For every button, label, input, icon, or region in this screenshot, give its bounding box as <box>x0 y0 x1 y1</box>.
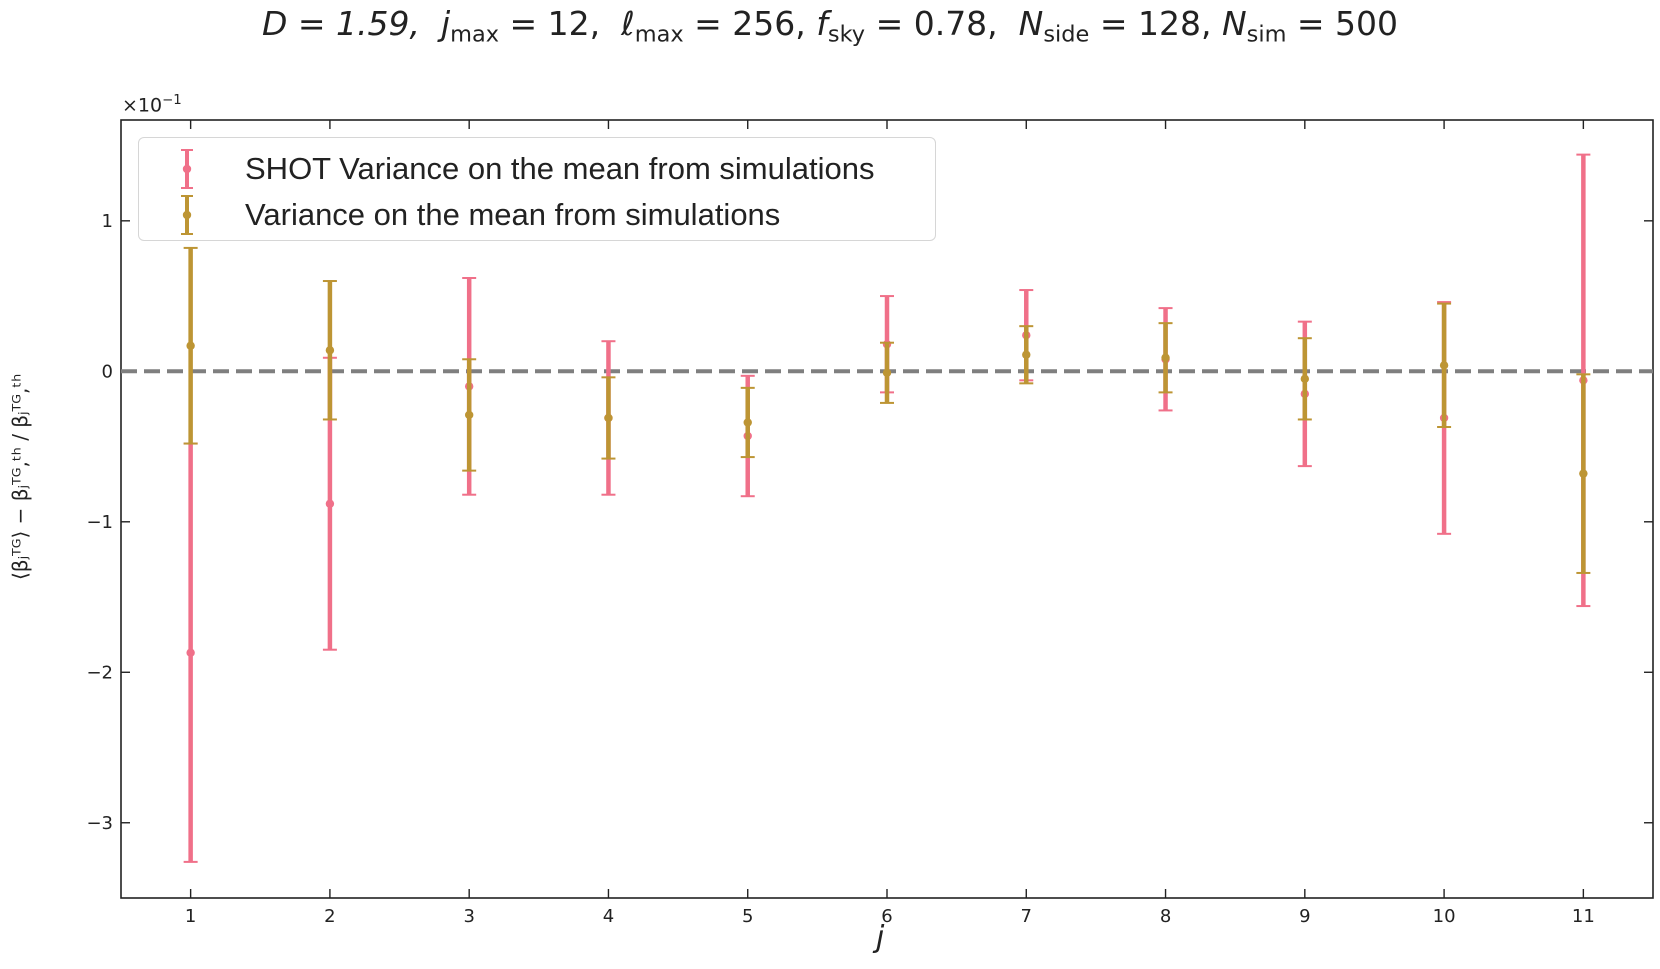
chart-title: D = 1.59, jmax = 12, ℓmax = 256, fsky = … <box>0 4 1660 48</box>
x-tick-label: 1 <box>185 906 196 927</box>
x-tick-label: 5 <box>742 906 753 927</box>
legend-label-shot: SHOT Variance on the mean from simulatio… <box>245 151 875 186</box>
x-tick-label: 9 <box>1299 906 1310 927</box>
data-point-variance <box>1439 361 1449 370</box>
legend-point <box>182 164 192 174</box>
y-tick-label: −3 <box>86 813 113 834</box>
title-nsim-sub: sim <box>1246 21 1287 48</box>
title-lmax-sym: ℓ <box>621 4 635 43</box>
y-tick-label: 0 <box>102 361 113 382</box>
x-tick-label: 7 <box>1021 906 1032 927</box>
title-fsky-val: = 0.78, <box>875 4 998 43</box>
y-scale-text: ×10 <box>122 94 163 117</box>
legend-item-shot: SHOT Variance on the mean from simulatio… <box>139 146 935 192</box>
data-point-variance <box>1579 469 1588 478</box>
x-tick-label: 11 <box>1572 906 1595 927</box>
title-jmax-sym: j <box>440 4 451 43</box>
title-nsim-sym: N <box>1221 4 1247 43</box>
title-nside-val: = 128, <box>1099 4 1212 43</box>
data-point-variance <box>1161 353 1170 362</box>
x-tick-label: 2 <box>324 906 335 927</box>
legend: SHOT Variance on the mean from simulatio… <box>138 137 936 241</box>
y-scale-factor: ×10−1 <box>122 93 182 116</box>
data-point-variance <box>325 346 335 355</box>
data-point-variance <box>186 341 195 350</box>
data-point-variance <box>464 410 474 420</box>
x-tick-label: 6 <box>881 906 892 927</box>
legend-label-variance: Variance on the mean from simulations <box>245 197 781 232</box>
data-point-shot <box>186 648 195 657</box>
data-point-shot <box>325 499 335 508</box>
x-tick-label: 10 <box>1433 906 1456 927</box>
title-nsim-val: = 500 <box>1296 4 1399 43</box>
data-point-variance <box>743 418 752 427</box>
data-point-variance <box>1300 374 1310 384</box>
title-jmax-sub: max <box>450 21 499 48</box>
legend-marker-variance <box>181 195 193 235</box>
title-jmax-val: = 12, <box>509 4 601 43</box>
data-point-variance <box>1022 350 1031 359</box>
y-scale-exp: −1 <box>162 93 182 108</box>
data-point-variance <box>604 413 613 423</box>
title-nside-sym: N <box>1018 4 1044 43</box>
title-fsky-sym: f <box>816 4 828 43</box>
data-point-variance <box>882 368 892 378</box>
title-lmax-sub: max <box>634 21 684 48</box>
legend-marker-shot <box>181 149 193 189</box>
title-nside-sub: side <box>1043 21 1090 48</box>
title-fsky-sub: sky <box>827 21 866 48</box>
x-axis-label: j <box>876 920 885 955</box>
y-tick-label: 1 <box>102 211 113 232</box>
title-d: D = 1.59, <box>261 4 420 43</box>
legend-item-variance: Variance on the mean from simulations <box>139 192 935 238</box>
x-tick-label: 3 <box>463 906 474 927</box>
legend-point <box>182 210 192 220</box>
x-tick-label: 8 <box>1160 906 1171 927</box>
y-tick-label: −2 <box>86 662 113 683</box>
title-lmax-val: = 256, <box>694 4 806 43</box>
y-tick-label: −1 <box>86 512 113 533</box>
x-tick-label: 4 <box>603 906 614 927</box>
